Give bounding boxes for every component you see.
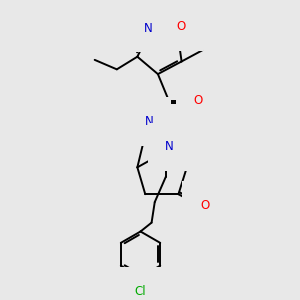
Text: H: H — [138, 115, 146, 125]
Text: N: N — [144, 22, 153, 35]
Text: O: O — [194, 94, 203, 107]
Text: O: O — [200, 199, 209, 212]
Text: Cl: Cl — [135, 285, 146, 298]
Text: N: N — [165, 140, 174, 153]
Text: N: N — [145, 115, 154, 128]
Text: O: O — [176, 20, 186, 33]
